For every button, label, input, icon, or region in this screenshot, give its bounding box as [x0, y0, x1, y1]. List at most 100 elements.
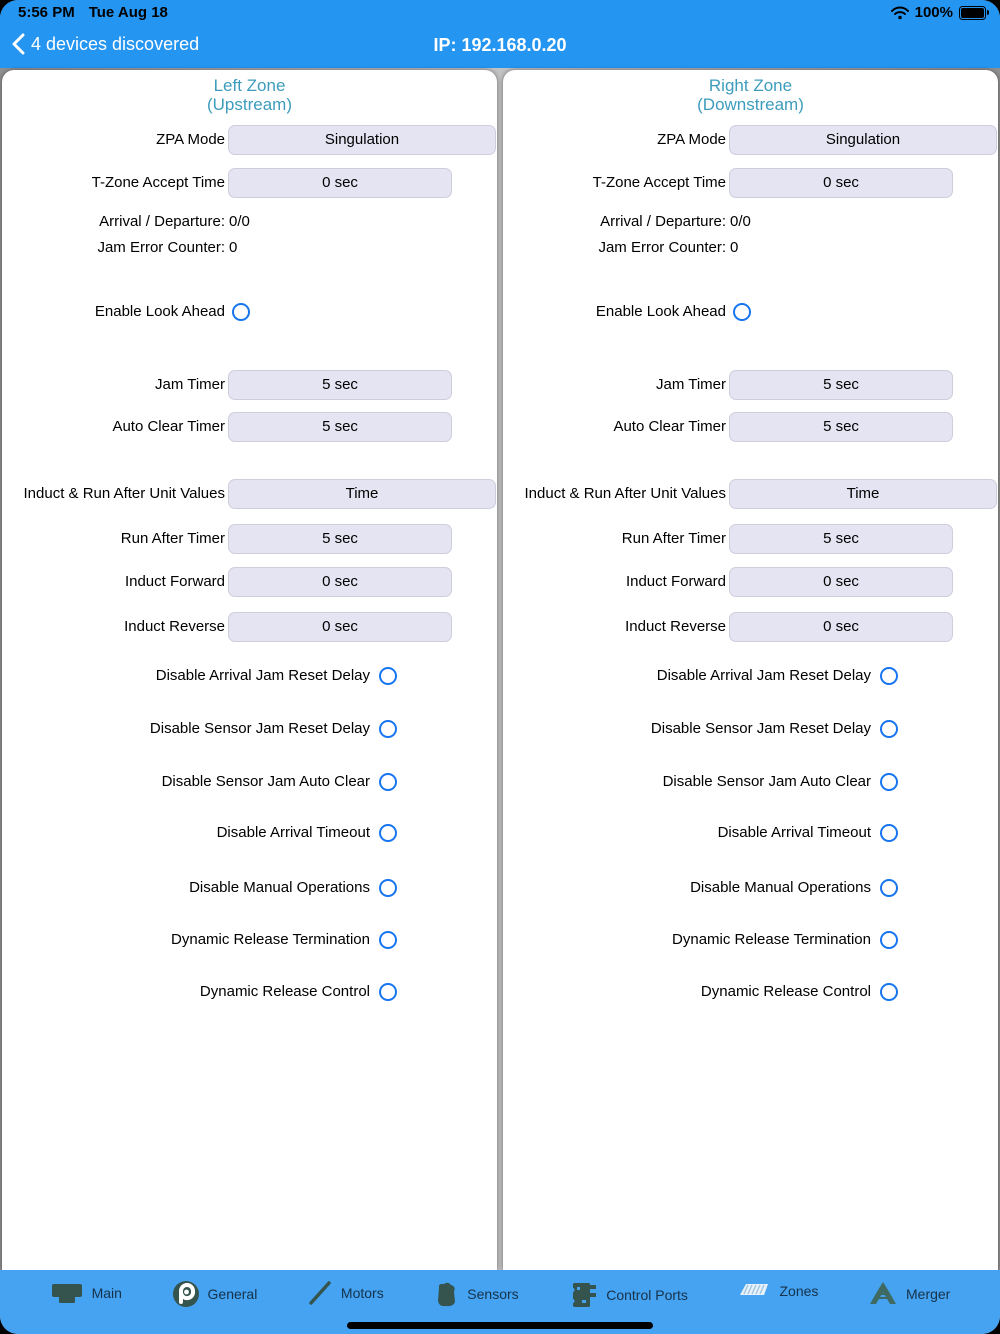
- disable-arrival-timeout-label: Disable Arrival Timeout: [717, 824, 871, 841]
- right-zone-panel: Right Zone (Downstream) ZPA Mode Singula…: [503, 70, 998, 1270]
- enable-look-ahead-radio[interactable]: [733, 303, 751, 321]
- induct-run-unit-field[interactable]: Time: [729, 479, 997, 509]
- zpa-mode-label: ZPA Mode: [657, 131, 726, 148]
- conveyor-zones-icon: [739, 1284, 768, 1295]
- induct-reverse-label: Induct Reverse: [124, 618, 225, 635]
- merge-lanes-icon: [870, 1282, 896, 1304]
- pulseroller-logo-icon: [172, 1281, 199, 1307]
- dynamic-release-termination-radio[interactable]: [379, 931, 397, 949]
- disable-sensor-jam-reset-delay-radio[interactable]: [379, 720, 397, 738]
- disable-sensor-jam-reset-delay-label: Disable Sensor Jam Reset Delay: [650, 720, 871, 737]
- disable-manual-operations-label: Disable Manual Operations: [690, 879, 871, 896]
- zpa-mode-label: ZPA Mode: [156, 131, 225, 148]
- disable-arrival-jam-reset-delay-label: Disable Arrival Jam Reset Delay: [155, 667, 370, 684]
- jam-error-counter-label: Jam Error Counter:: [598, 239, 726, 256]
- status-time: 5:56 PM: [18, 4, 75, 21]
- induct-reverse-field[interactable]: 0 sec: [729, 612, 953, 642]
- left-zone-panel: Left Zone (Upstream) ZPA Mode Singulatio…: [2, 70, 497, 1270]
- io-board-icon: [569, 1283, 597, 1307]
- disable-arrival-jam-reset-delay-radio[interactable]: [880, 667, 898, 685]
- disable-arrival-jam-reset-delay-radio[interactable]: [379, 667, 397, 685]
- tab-label: General: [207, 1286, 258, 1302]
- tzone-accept-time-field[interactable]: 0 sec: [228, 168, 452, 198]
- zone-title: Left Zone: [213, 76, 286, 95]
- run-after-timer-label: Run After Timer: [621, 530, 726, 547]
- tab-motors[interactable]: Motors: [307, 1280, 384, 1306]
- jam-timer-field[interactable]: 5 sec: [228, 370, 452, 400]
- status-date: Tue Aug 18: [88, 4, 168, 21]
- arrival-departure-value: 0/0: [730, 213, 751, 230]
- disable-sensor-jam-reset-delay-radio[interactable]: [880, 720, 898, 738]
- tab-zones[interactable]: Zones: [738, 1280, 819, 1302]
- jam-timer-label: Jam Timer: [655, 376, 726, 393]
- disable-manual-operations-label: Disable Manual Operations: [189, 879, 370, 896]
- tab-label: Merger: [906, 1286, 951, 1302]
- tab-main[interactable]: Main: [50, 1280, 122, 1306]
- tab-label: Control Ports: [606, 1287, 688, 1303]
- run-after-timer-label: Run After Timer: [120, 530, 225, 547]
- jam-error-counter-value: 0: [229, 239, 238, 256]
- run-after-timer-field[interactable]: 5 sec: [729, 524, 953, 554]
- zpa-mode-field[interactable]: Singulation: [228, 125, 496, 155]
- back-label: 4 devices discovered: [31, 33, 200, 54]
- tab-merger[interactable]: Merger: [868, 1280, 950, 1308]
- tab-label: Zones: [779, 1283, 819, 1299]
- disable-manual-operations-radio[interactable]: [880, 879, 898, 897]
- induct-reverse-label: Induct Reverse: [625, 618, 726, 635]
- induct-forward-field[interactable]: 0 sec: [228, 567, 452, 597]
- induct-forward-field[interactable]: 0 sec: [729, 567, 953, 597]
- zone-subtitle: (Downstream): [697, 95, 804, 114]
- auto-clear-timer-field[interactable]: 5 sec: [228, 412, 452, 442]
- navigation-bar: 4 devices discovered IP: 192.168.0.20: [0, 26, 1000, 68]
- disable-manual-operations-radio[interactable]: [379, 879, 397, 897]
- battery-percent: 100%: [914, 4, 953, 21]
- page-title: IP: 192.168.0.20: [433, 35, 567, 55]
- disable-arrival-timeout-radio[interactable]: [880, 824, 898, 842]
- disable-sensor-jam-auto-clear-radio[interactable]: [379, 773, 397, 791]
- disable-sensor-jam-auto-clear-radio[interactable]: [880, 773, 898, 791]
- induct-reverse-field[interactable]: 0 sec: [228, 612, 452, 642]
- disable-sensor-jam-auto-clear-label: Disable Sensor Jam Auto Clear: [161, 773, 370, 790]
- disable-arrival-jam-reset-delay-label: Disable Arrival Jam Reset Delay: [656, 667, 871, 684]
- dynamic-release-control-radio[interactable]: [880, 983, 898, 1001]
- arrival-departure-label: Arrival / Departure:: [600, 213, 726, 230]
- jam-timer-field[interactable]: 5 sec: [729, 370, 953, 400]
- tzone-accept-time-label: T-Zone Accept Time: [592, 174, 726, 191]
- tab-sensors[interactable]: Sensors: [433, 1280, 519, 1308]
- tab-label: Motors: [340, 1285, 384, 1301]
- tab-general[interactable]: General: [172, 1280, 258, 1308]
- induct-run-unit-label: Induct & Run After Unit Values: [23, 485, 226, 502]
- tzone-accept-time-label: T-Zone Accept Time: [91, 174, 225, 191]
- zone-subtitle: (Upstream): [206, 95, 292, 114]
- jam-timer-label: Jam Timer: [154, 376, 225, 393]
- conveyor-bed-icon: [51, 1284, 82, 1303]
- home-indicator[interactable]: [347, 1322, 653, 1329]
- status-bar: 5:56 PM Tue Aug 18 100%: [0, 0, 1000, 26]
- disable-arrival-timeout-radio[interactable]: [379, 824, 397, 842]
- jam-error-counter-value: 0: [730, 239, 739, 256]
- zpa-mode-field[interactable]: Singulation: [729, 125, 997, 155]
- dynamic-release-control-label: Dynamic Release Control: [700, 983, 871, 1000]
- back-button[interactable]: 4 devices discovered: [12, 33, 199, 55]
- tab-label: Main: [91, 1285, 122, 1301]
- enable-look-ahead-label: Enable Look Ahead: [595, 303, 726, 320]
- tab-control-ports[interactable]: Control Ports: [568, 1280, 688, 1310]
- dynamic-release-termination-radio[interactable]: [880, 931, 898, 949]
- enable-look-ahead-radio[interactable]: [232, 303, 250, 321]
- dynamic-release-control-radio[interactable]: [379, 983, 397, 1001]
- auto-clear-timer-label: Auto Clear Timer: [112, 418, 225, 435]
- run-after-timer-field[interactable]: 5 sec: [228, 524, 452, 554]
- dynamic-release-termination-label: Dynamic Release Termination: [171, 931, 370, 948]
- tzone-accept-time-field[interactable]: 0 sec: [729, 168, 953, 198]
- disable-sensor-jam-auto-clear-label: Disable Sensor Jam Auto Clear: [662, 773, 871, 790]
- induct-forward-label: Induct Forward: [124, 573, 225, 590]
- induct-forward-label: Induct Forward: [625, 573, 726, 590]
- disable-arrival-timeout-label: Disable Arrival Timeout: [216, 824, 370, 841]
- dynamic-release-control-label: Dynamic Release Control: [199, 983, 370, 1000]
- auto-clear-timer-field[interactable]: 5 sec: [729, 412, 953, 442]
- arrival-departure-value: 0/0: [229, 213, 250, 230]
- induct-run-unit-field[interactable]: Time: [228, 479, 496, 509]
- photo-eye-sensor-icon: [438, 1282, 456, 1307]
- disable-sensor-jam-reset-delay-label: Disable Sensor Jam Reset Delay: [149, 720, 370, 737]
